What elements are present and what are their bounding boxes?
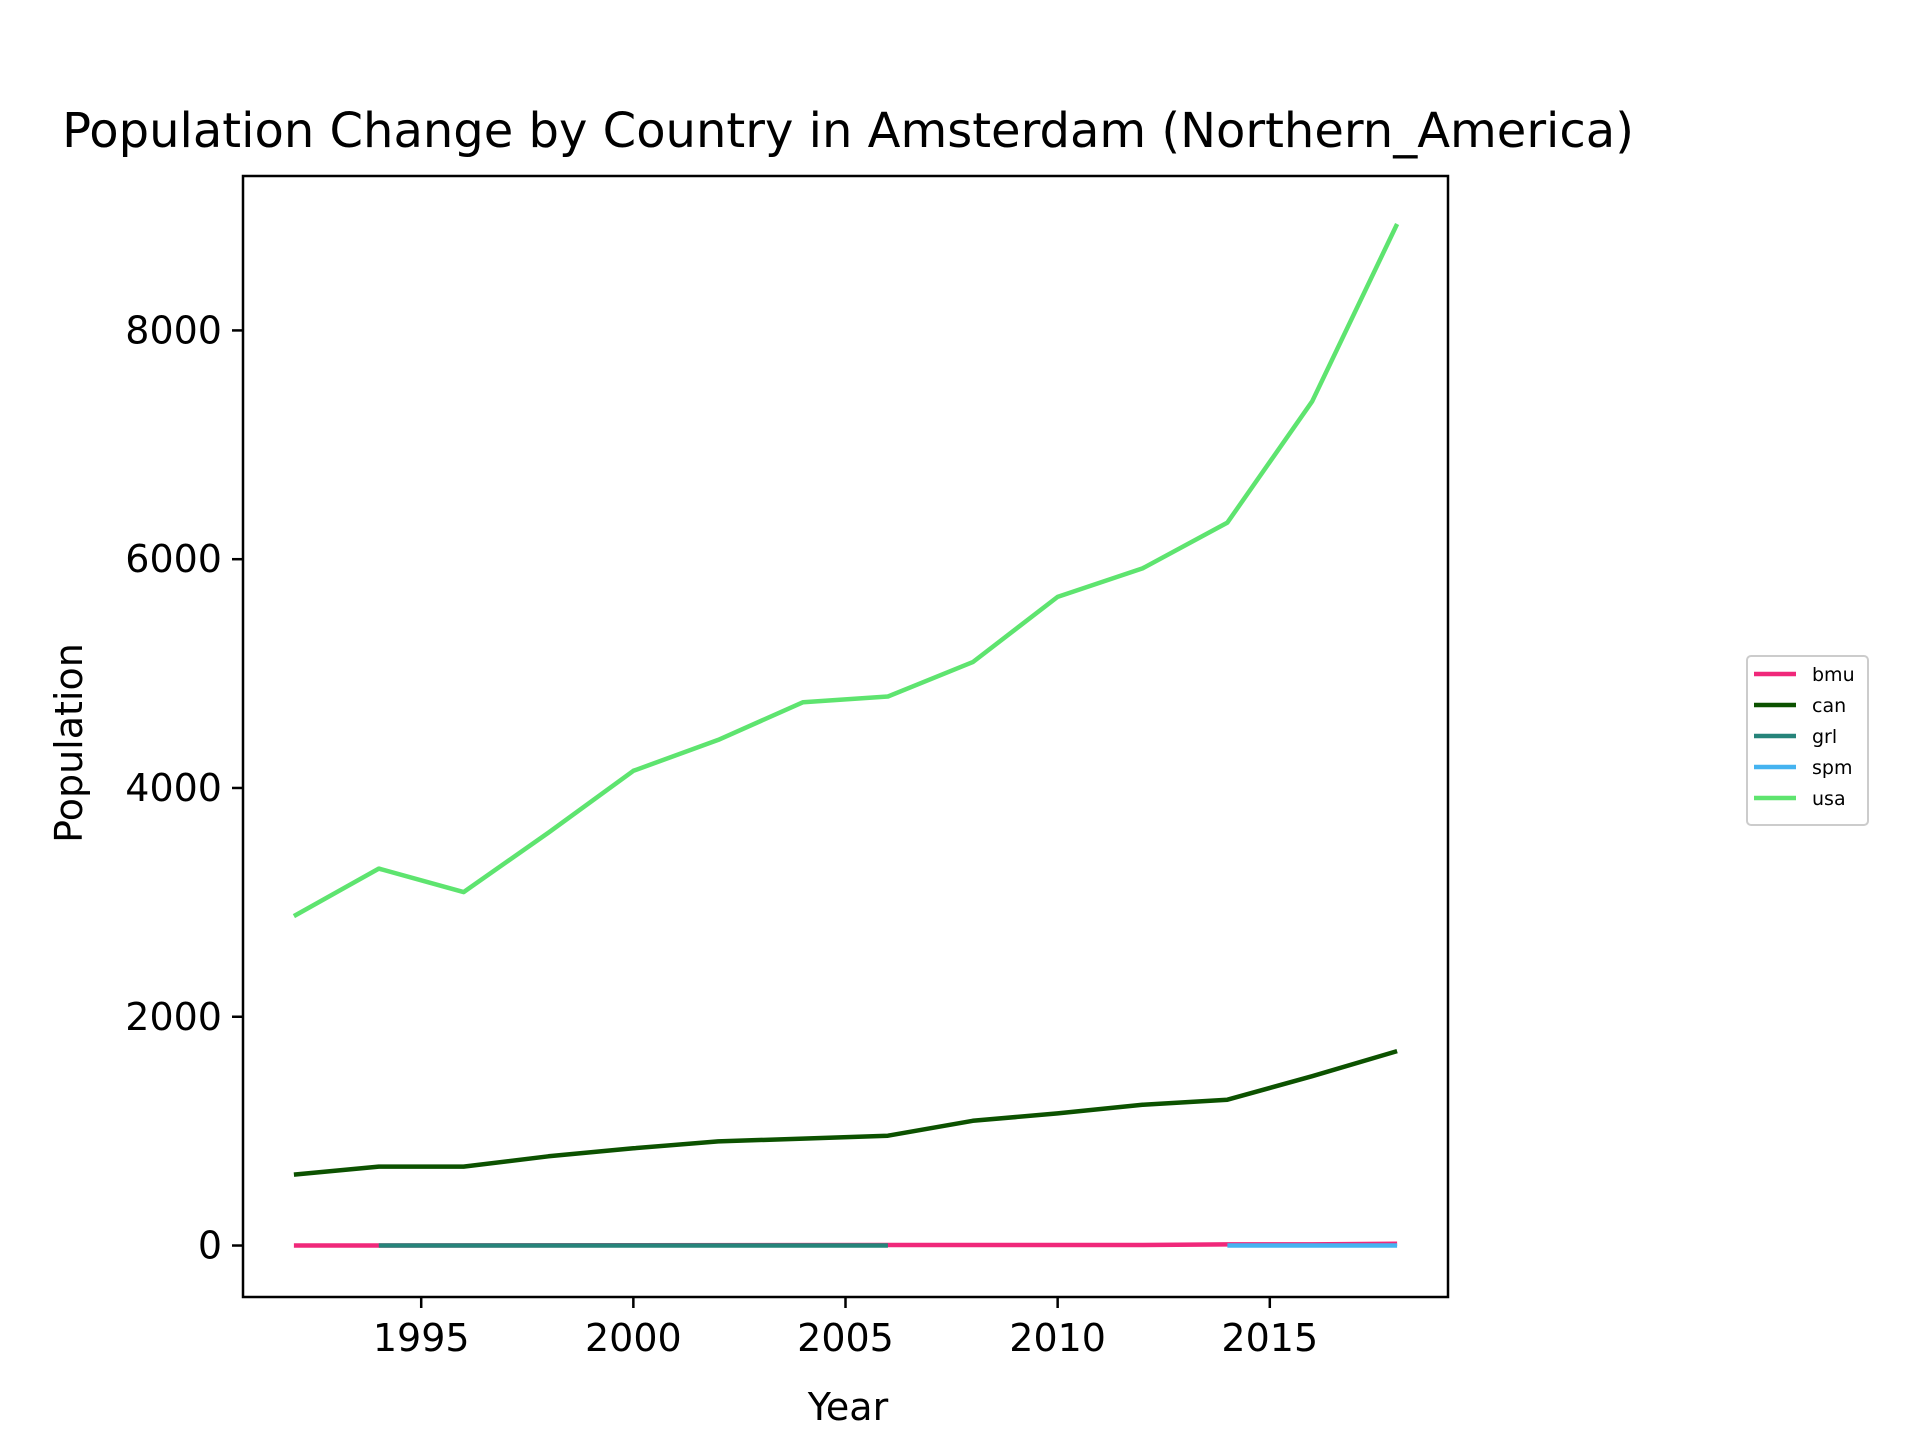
legend-label-usa: usa [1812,788,1846,810]
y-tick-label: 6000 [125,537,222,581]
plot-area: 1995 2000 2005 2010 2015 0 2000 4000 6000 8000 [125,174,1450,1360]
x-tick-label: 2000 [585,1316,682,1360]
legend-label-can: can [1812,695,1846,717]
x-axis-label: Year [807,1385,889,1429]
legend: bmu can grl spm usa [1746,655,1869,826]
legend-label-grl: grl [1812,726,1837,748]
series-line-usa [292,223,1400,919]
legend-box [1746,655,1869,826]
y-tick-label: 8000 [125,308,222,352]
plot-frame [241,174,1450,1299]
y-tick-label: 2000 [125,995,222,1039]
y-axis-label: Population [47,643,91,843]
x-tick-label: 2010 [1009,1316,1106,1360]
chart-title: Population Change by Country in Amsterda… [62,103,1634,159]
legend-label-bmu: bmu [1812,664,1855,686]
series-line-can [293,1048,1398,1177]
x-tick-label: 2015 [1221,1316,1318,1360]
y-tick-label: 0 [198,1224,222,1268]
y-tick-label: 4000 [125,766,222,810]
x-tick-label: 2005 [797,1316,894,1360]
x-tick-label: 1995 [373,1316,470,1360]
legend-label-spm: spm [1812,757,1852,779]
